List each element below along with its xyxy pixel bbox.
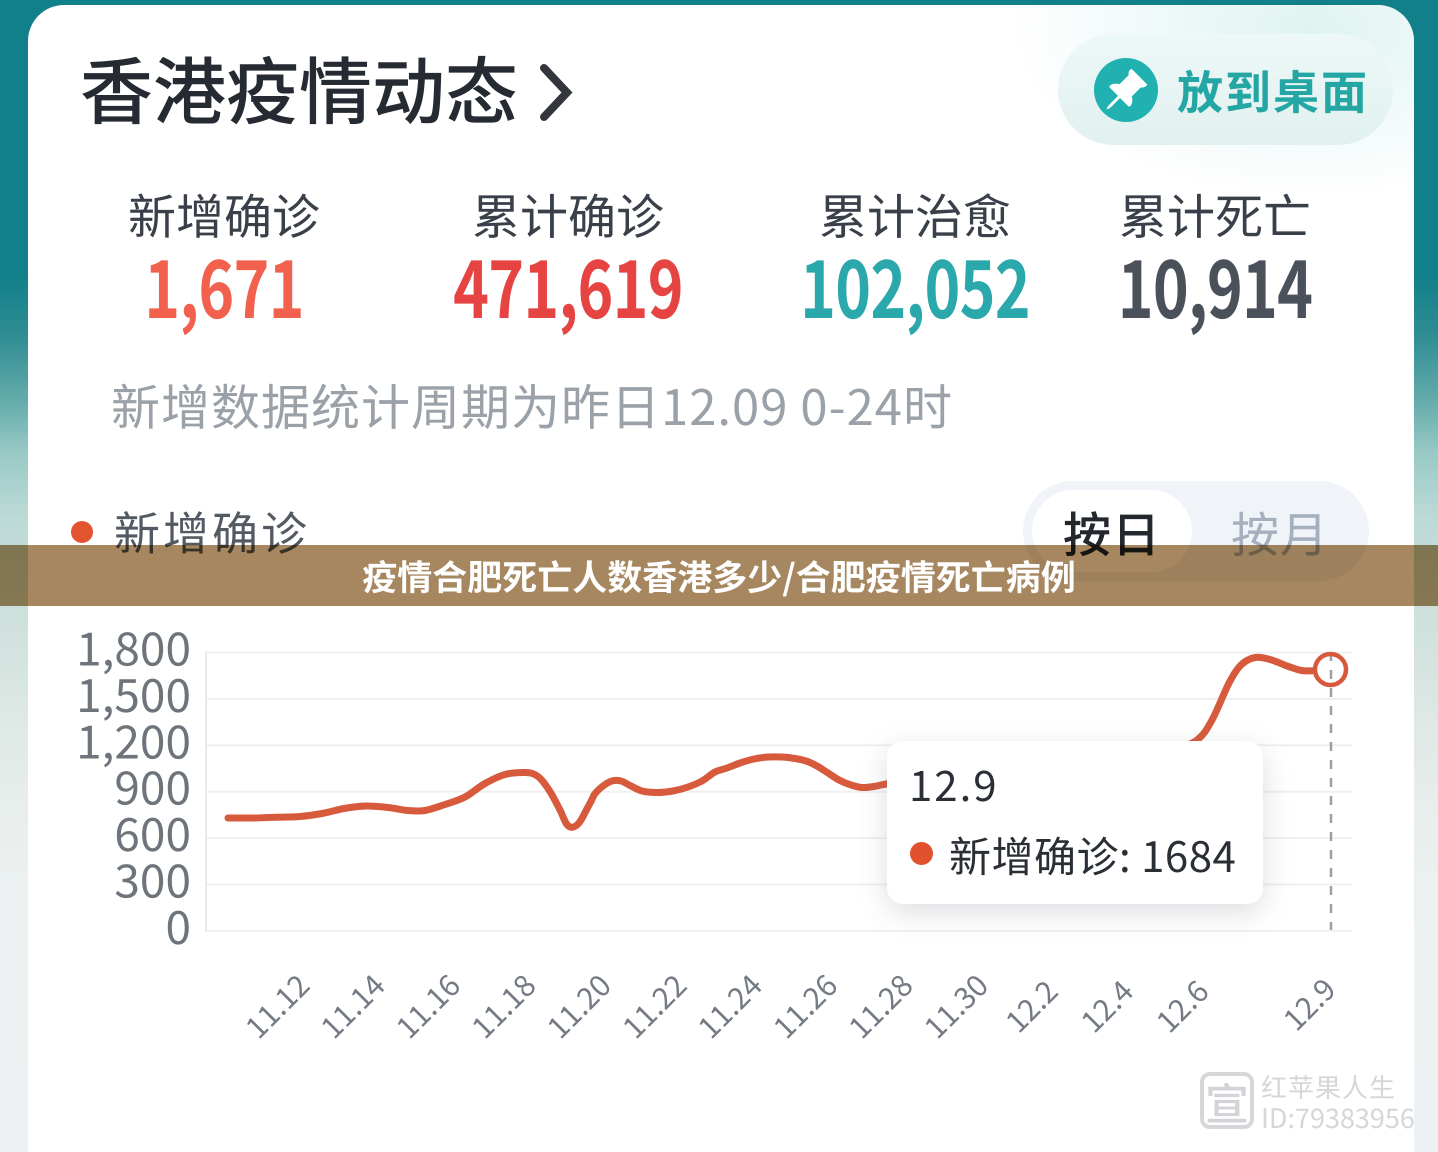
svg-text:1,800: 1,800 (76, 614, 191, 680)
svg-text:1,500: 1,500 (76, 660, 191, 726)
svg-text:11.16: 11.16 (385, 963, 469, 1047)
svg-text:12.4: 12.4 (1069, 969, 1141, 1041)
svg-text:11.14: 11.14 (309, 963, 393, 1047)
svg-text:11.18: 11.18 (460, 963, 544, 1047)
svg-text:0: 0 (165, 892, 191, 958)
svg-text:1,200: 1,200 (76, 706, 191, 772)
svg-text:300: 300 (114, 846, 191, 912)
svg-text:600: 600 (114, 799, 191, 865)
svg-text:12.9: 12.9 (1272, 967, 1344, 1039)
svg-text:11.30: 11.30 (913, 963, 997, 1047)
svg-text:900: 900 (114, 753, 191, 819)
svg-text:12.2: 12.2 (994, 969, 1066, 1041)
svg-text:11.20: 11.20 (535, 963, 619, 1047)
svg-text:11.24: 11.24 (686, 963, 770, 1047)
svg-text:11.28: 11.28 (837, 963, 921, 1047)
svg-text:11.12: 11.12 (234, 963, 318, 1047)
svg-text:11.26: 11.26 (762, 963, 846, 1047)
svg-text:12.6: 12.6 (1145, 969, 1217, 1041)
svg-text:11.22: 11.22 (611, 963, 695, 1047)
